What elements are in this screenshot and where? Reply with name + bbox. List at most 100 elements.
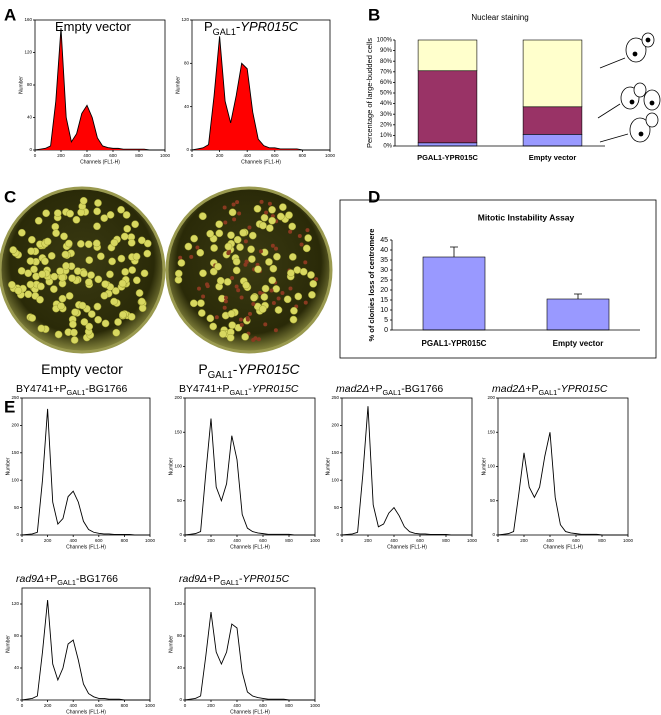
y-tick-label: 0 (16, 532, 19, 537)
colony (70, 328, 78, 337)
x-tick-label: 800 (135, 153, 143, 158)
colony (288, 222, 297, 231)
colony (52, 229, 60, 238)
y-tick-label: 60% (380, 80, 393, 86)
y-tick-label: 80 (177, 633, 183, 638)
colony (216, 276, 225, 285)
x-tick-label: 0 (341, 538, 344, 543)
colony (247, 225, 252, 230)
colony (58, 273, 67, 282)
colony (304, 234, 313, 242)
chart-title: mad2Δ+PGAL1-YPR015C (492, 383, 608, 398)
text-part: P (204, 19, 213, 34)
text-part: Empty vector (55, 19, 132, 34)
colony (283, 295, 292, 304)
text-part: mad2Δ (336, 383, 369, 395)
y-tick-label: 20% (380, 122, 393, 128)
y-axis-label: Number (5, 635, 11, 653)
colony (289, 315, 298, 324)
y-tick-label: 40 (14, 665, 20, 670)
text-part: rad9Δ (16, 573, 44, 585)
colony (235, 200, 240, 205)
colony (303, 300, 308, 305)
y-tick-label: 40 (27, 115, 33, 120)
colony (288, 253, 297, 261)
y-tick-label: 0 (384, 327, 388, 334)
colony (68, 274, 76, 283)
colony (132, 252, 141, 261)
colony (135, 289, 144, 297)
colony (299, 242, 304, 247)
colony (80, 318, 89, 326)
colony (227, 231, 235, 240)
colony (93, 222, 101, 231)
colony (242, 281, 250, 290)
colony (77, 240, 85, 248)
y-tick-label: 150 (487, 429, 495, 434)
x-tick-label: Empty vector (553, 339, 604, 348)
y-tick-label: 0 (492, 532, 495, 537)
colony (236, 288, 241, 293)
x-axis-label: Channels (FL1-H) (230, 709, 270, 715)
colony (110, 297, 118, 306)
x-tick-label: 200 (207, 703, 215, 708)
y-tick-label: 30% (380, 112, 393, 118)
x-tick-label: 800 (299, 153, 307, 158)
text-part: BY4741+P (179, 383, 230, 395)
chart-title: PGAL1-YPR015C (204, 19, 299, 37)
colony (250, 293, 258, 302)
colony (117, 205, 125, 214)
text-part: - (239, 573, 243, 585)
x-tick-label: 1000 (145, 538, 156, 543)
colony (288, 286, 293, 291)
colony (239, 322, 244, 327)
colony (268, 205, 276, 214)
colony (270, 243, 275, 248)
colony (114, 318, 122, 326)
colony (94, 315, 102, 324)
histogram-line (497, 432, 628, 536)
x-tick-label: 400 (243, 153, 251, 158)
colony (206, 314, 215, 323)
colony (37, 282, 45, 291)
y-tick-label: 0 (179, 532, 182, 537)
colony (309, 279, 318, 288)
x-axis-label: Channels (FL1-H) (230, 544, 270, 550)
colony (237, 211, 242, 216)
x-tick-label: 400 (233, 538, 241, 543)
x-tick-label: 1000 (325, 153, 336, 158)
colony (58, 294, 67, 303)
x-tick-label: PGAL1-YPR015C (417, 153, 478, 162)
colony (268, 216, 276, 225)
x-tick-label: 200 (216, 153, 224, 158)
colony (37, 324, 46, 333)
colony (263, 322, 268, 327)
y-tick-label: 200 (487, 395, 495, 400)
histogram-line (341, 406, 472, 536)
colony (9, 246, 18, 254)
y-tick-label: 0 (186, 147, 189, 152)
y-tick-label: 120 (24, 50, 32, 55)
y-axis-label: Percentage of large-budded cells (365, 38, 374, 148)
colony (293, 266, 302, 274)
y-tick-label: 160 (24, 17, 32, 22)
histogram-line (184, 611, 315, 701)
y-axis-label: % of clonies loss of centromere (367, 229, 376, 342)
y-tick-label: 100 (174, 464, 182, 469)
y-axis-label: Number (18, 76, 24, 94)
colony (259, 199, 264, 204)
x-tick-label: 400 (69, 538, 77, 543)
colony (57, 302, 65, 310)
y-tick-label: 100 (11, 477, 19, 482)
colony (100, 214, 109, 222)
colony (228, 321, 237, 330)
chart-title: rad9Δ+PGAL1-YPR015C (179, 573, 290, 588)
x-tick-label: 0 (497, 538, 500, 543)
text-part: BY4741+P (16, 383, 67, 395)
colony (119, 310, 127, 319)
colony (101, 280, 109, 288)
text-part: +P (44, 573, 57, 585)
colony (261, 284, 270, 293)
colony (56, 267, 64, 276)
colony (70, 336, 79, 344)
